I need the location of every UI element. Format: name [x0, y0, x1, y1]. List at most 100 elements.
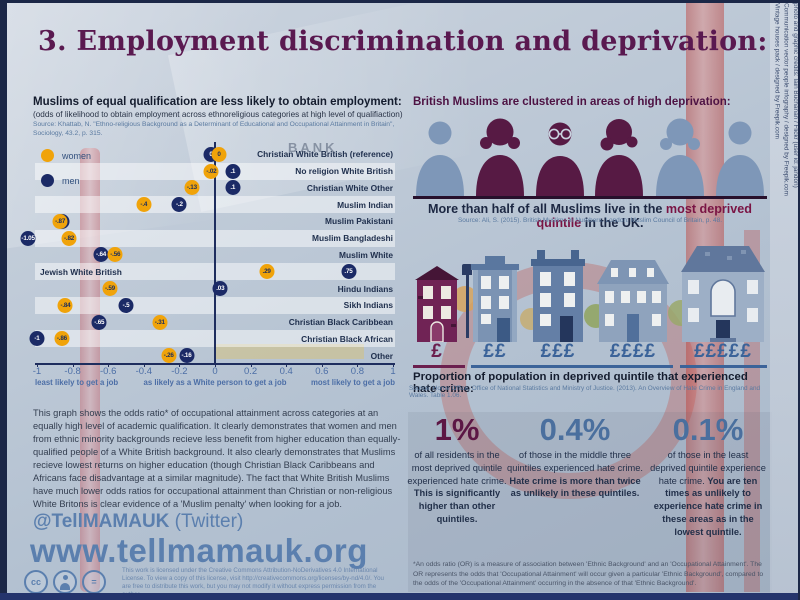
axis-tickmark — [179, 363, 181, 367]
category-label: Christian White British (reference) — [257, 149, 393, 160]
axis-tick: -0.2 — [171, 366, 188, 377]
stat-text: of those in the middle three quintiles e… — [507, 450, 643, 473]
axis-tickmark — [250, 363, 252, 367]
employment-chart-source: Source: Khattab, N. "Ethno-religious Bac… — [33, 121, 395, 137]
twitter-handle: @TellMAMAUK (Twitter) — [33, 511, 243, 533]
pound-label: £ — [431, 341, 443, 362]
marker-men: -.5 — [118, 297, 134, 313]
note-prefix: More than half of all Muslims live in th… — [428, 202, 666, 216]
underline-most-deprived — [413, 365, 465, 368]
man-silhouette-blue — [416, 121, 464, 196]
hate-crime-heading: Proportion of population in deprived qui… — [413, 371, 748, 395]
note-suffix: in the UK. — [581, 216, 644, 230]
axis-tickmark — [357, 363, 359, 367]
pound-label: ££££ — [609, 341, 657, 362]
marker-women: -.59 — [102, 281, 118, 297]
axis-tickmark — [37, 363, 38, 367]
category-label: Christian Black Caribbean — [288, 317, 393, 328]
employment-chart-subheading: (odds of likelihood to obtain employment… — [33, 110, 403, 119]
marker-men: -1 — [29, 331, 45, 347]
people-silhouettes — [414, 114, 766, 196]
twitter-suffix: (Twitter) — [169, 511, 244, 532]
stat-bold-text: You are ten times as unlikely to experie… — [653, 475, 763, 537]
odds-ratio-scatter-chart: Christian White British (reference)00No … — [20, 142, 395, 365]
marker-men: -1.05 — [20, 230, 36, 246]
axis-tick: 0.6 — [315, 366, 329, 377]
category-label: Other — [370, 350, 393, 361]
stat-text: of all residents in the most deprived qu… — [407, 450, 507, 486]
deprivation-heading: British Muslims are clustered in areas o… — [413, 96, 731, 108]
axis-tick: -0.6 — [100, 366, 117, 377]
category-label: Muslim Indian — [337, 199, 393, 210]
photo-credits-strip: photo and graphic credits: Iain Buchanan… — [770, 3, 799, 593]
category-label: Hindu Indians — [337, 283, 393, 294]
house-icon — [531, 250, 585, 342]
axis-tickmark — [143, 363, 145, 367]
woman-silhouette-purple — [475, 118, 524, 196]
man-with-glasses-silhouette-purple — [535, 122, 584, 196]
stat-value: 0.1% — [672, 412, 744, 447]
marker-women: 0 — [211, 146, 227, 162]
marker-women: -.87 — [52, 213, 68, 229]
underline-middle — [471, 365, 673, 368]
house-icon — [597, 260, 669, 342]
deprivation-note-source: Source: Ali, S. (2015). British Muslims … — [457, 217, 723, 224]
axis-caption-center: as likely as a White person to get a job — [143, 378, 287, 387]
category-label: No religion White British — [295, 166, 393, 177]
stat-least-deprived: 0.1% of those in the least deprived quin… — [650, 414, 766, 539]
ground-line — [413, 196, 767, 199]
marker-men: .03 — [212, 281, 228, 297]
marker-women: -.84 — [57, 297, 73, 313]
women-legend-dot — [41, 149, 54, 162]
frame-border-left — [0, 0, 7, 600]
legend-item-women: women — [41, 147, 91, 164]
marker-women: -.82 — [61, 230, 77, 246]
axis-tick: -0.4 — [135, 366, 152, 377]
men-legend-dot — [41, 174, 54, 187]
axis-tick: 1 — [390, 366, 396, 377]
pound-label: £££££ — [694, 341, 752, 362]
pound-symbols-row: £ ££ £££ ££££ £££££ — [413, 341, 767, 363]
man-silhouette-blue — [715, 121, 764, 196]
pound-label: £££ — [540, 341, 576, 362]
houses-row — [413, 244, 767, 342]
hate-crime-source: Source: Home Office, Office of National … — [409, 385, 761, 399]
house-least-deprived-icon — [681, 246, 765, 342]
lamp-post-icon — [462, 264, 472, 275]
axis-tick: 0.2 — [243, 366, 258, 377]
chart-row-hindu-indians: Hindu Indians .03 -.59 — [35, 280, 395, 297]
marker-women: -.26 — [161, 348, 177, 364]
chart-row-christian-white-british-reference: Christian White British (reference)00 — [35, 146, 395, 163]
bank-station-sign: BANK — [288, 140, 338, 155]
odds-ratio-footnote: *An odds ratio (OR) is a measure of asso… — [413, 561, 764, 588]
stat-middle-quintiles: 0.4% of those in the middle three quinti… — [503, 414, 647, 500]
stat-bold-text: Hate crime is more than twice as unlikel… — [509, 475, 641, 499]
house-icon — [471, 256, 519, 342]
frame-border-right — [798, 0, 800, 600]
category-label: Christian White Other — [306, 182, 393, 193]
deprivation-note: More than half of all Muslims live in th… — [408, 202, 772, 230]
chart-row-no-religion-white-british: No religion White British .1 -.02 — [35, 162, 395, 180]
chart-legend: women men — [41, 147, 91, 197]
analysis-paragraph: This graph shows the odds ratio* of occu… — [33, 408, 401, 510]
woman-silhouette-blue — [656, 118, 705, 196]
marker-women: -.31 — [152, 314, 168, 330]
legend-label: women — [62, 150, 92, 161]
lamp-post-icon — [466, 272, 469, 338]
legend-item-men: men — [41, 172, 91, 189]
stat-value: 0.4% — [539, 412, 611, 447]
axis-caption-right: most likely to get a job — [310, 378, 395, 387]
chart-row-muslim-pakistani: Muslim Pakistani-.86-.87 — [35, 213, 395, 230]
marker-women: -.13 — [184, 180, 200, 196]
x-axis-captions: least likely to get a job as likely as a… — [35, 378, 395, 388]
marker-women: .29 — [259, 264, 275, 280]
house-most-deprived-icon — [415, 266, 459, 342]
axis-tickmark — [72, 363, 74, 367]
axis-tick: -0.8 — [64, 366, 81, 377]
woman-silhouette-purple — [595, 119, 644, 196]
axis-tickmark — [215, 363, 216, 367]
axis-tick: 0.4 — [279, 366, 293, 377]
zero-axis-line — [214, 142, 216, 364]
axis-tick: 0 — [212, 366, 218, 377]
stat-text: of those in the least deprived quintile … — [650, 450, 766, 486]
